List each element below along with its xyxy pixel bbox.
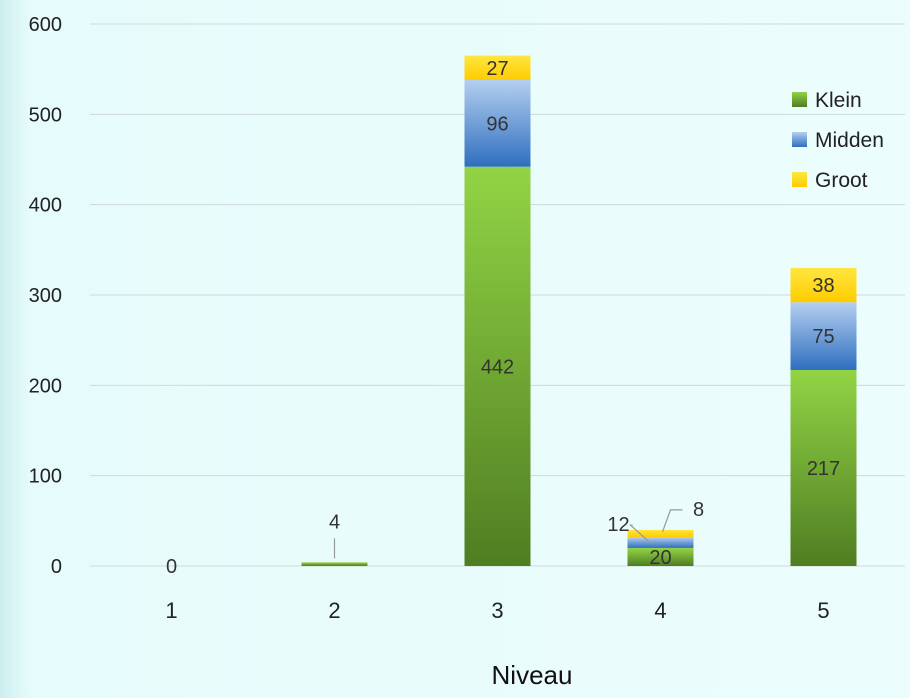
- y-tick-label: 400: [29, 195, 62, 217]
- data-label: 8: [693, 499, 704, 521]
- leader-line: [661, 509, 683, 533]
- bar-segment-klein: [627, 547, 694, 566]
- legend-label: Klein: [815, 89, 862, 112]
- x-axis-title: Niveau: [492, 660, 573, 690]
- leader-line: [628, 524, 651, 544]
- legend-swatch-midden: [792, 132, 807, 147]
- bar-segment-klein: [790, 369, 857, 566]
- bars: [301, 55, 857, 566]
- legend: Klein Midden Groot: [792, 89, 884, 192]
- y-tick-label: 600: [29, 14, 62, 36]
- data-label: 75: [812, 326, 834, 348]
- data-label: 12: [607, 514, 629, 536]
- bar-segment-midden: [464, 80, 531, 167]
- data-label: 4: [329, 511, 340, 533]
- bar-segment-midden: [790, 302, 857, 370]
- legend-label: Midden: [815, 129, 884, 152]
- x-tick-label: 2: [328, 598, 340, 623]
- bar-segment-klein: [301, 562, 368, 566]
- data-label: 96: [486, 113, 508, 135]
- y-tick-label: 100: [29, 466, 62, 488]
- bar-segment-groot: [790, 267, 857, 303]
- y-axis-tick-labels: 0 100 200 300 400 500 600: [29, 14, 62, 578]
- x-tick-label: 4: [654, 598, 666, 623]
- x-axis-tick-labels: 1 2 3 4 5: [165, 598, 829, 623]
- y-tick-label: 0: [51, 556, 62, 578]
- bar-segment-groot: [627, 529, 694, 538]
- x-tick-label: 3: [491, 598, 503, 623]
- data-label: 27: [486, 58, 508, 80]
- bar-segment-midden: [627, 537, 694, 548]
- bar-segment-groot: [464, 55, 531, 81]
- data-label: 442: [481, 356, 514, 378]
- data-label: 20: [649, 547, 671, 569]
- y-tick-label: 200: [29, 375, 62, 397]
- legend-swatch-groot: [792, 172, 807, 187]
- data-label: 38: [812, 275, 834, 297]
- y-tick-label: 300: [29, 285, 62, 307]
- data-labels: 0 4 442 96 27 20 12 8 217 75 38: [166, 58, 840, 578]
- y-tick-label: 500: [29, 104, 62, 126]
- bar-segment-klein: [464, 166, 531, 566]
- legend-swatch-klein: [792, 92, 807, 107]
- data-label: 0: [166, 556, 177, 578]
- x-tick-label: 5: [817, 598, 829, 623]
- data-label: 217: [807, 458, 840, 480]
- legend-label: Groot: [815, 169, 868, 192]
- x-tick-label: 1: [165, 598, 177, 623]
